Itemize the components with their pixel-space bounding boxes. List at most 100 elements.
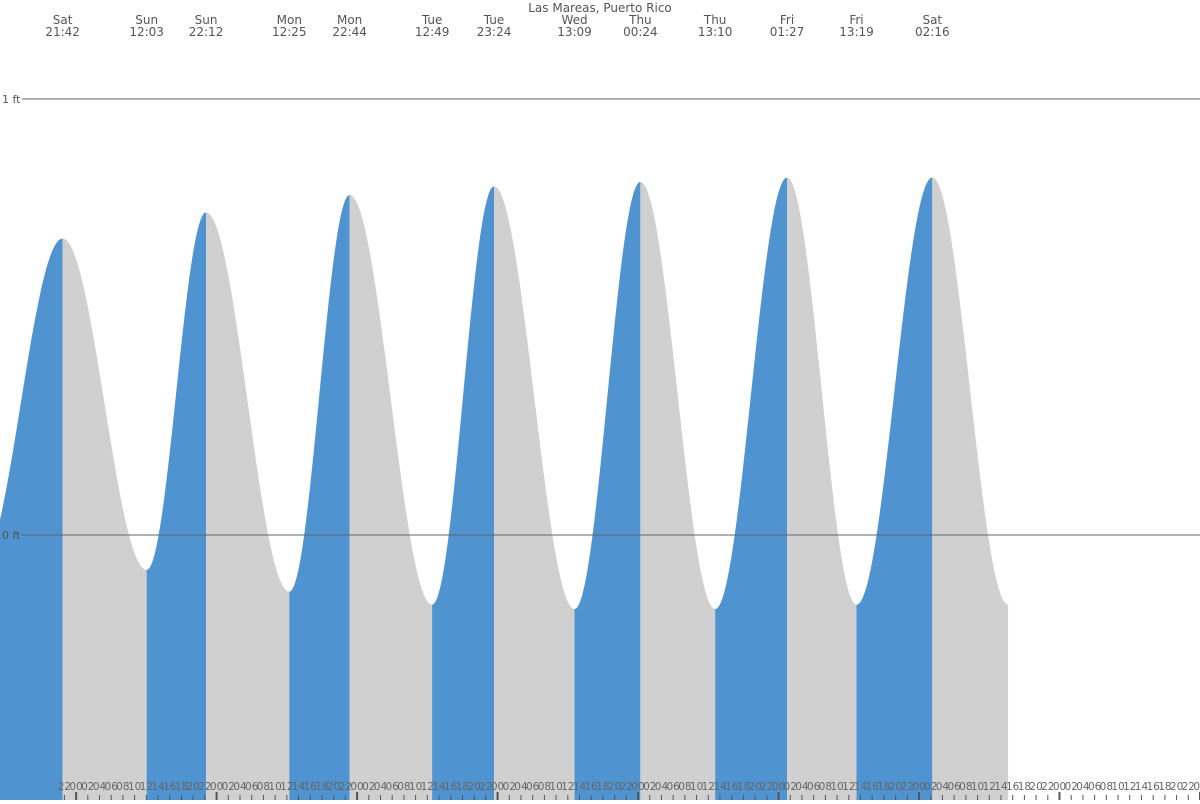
hour-tick-label: 14 — [854, 781, 868, 793]
chart-title: Las Mareas, Puerto Rico — [528, 1, 672, 15]
hour-tick-label: 14 — [1135, 781, 1149, 793]
extreme-day-label: Mon — [277, 13, 302, 27]
hour-tick-label: 20 — [748, 781, 761, 793]
hour-tick-label: 04 — [1076, 781, 1090, 793]
hour-tick-label: 00 — [631, 781, 644, 793]
hour-tick-label: 08 — [257, 781, 270, 793]
hour-tick-label: 22 — [1182, 781, 1195, 793]
hour-tick-label: 20 — [467, 781, 480, 793]
hour-tick-label: 02 — [784, 781, 797, 793]
extreme-day-label: Fri — [780, 13, 794, 27]
hour-tick-label: 00 — [772, 781, 785, 793]
hour-tick-label: 04 — [514, 781, 528, 793]
hour-tick-label: 08 — [397, 781, 410, 793]
hour-tick-label: 02 — [924, 781, 937, 793]
hour-tick-label: 02 — [222, 781, 235, 793]
rising-tide-segment — [146, 212, 207, 801]
hour-tick-label: 10 — [971, 781, 984, 793]
hour-tick-label: 10 — [690, 781, 703, 793]
hour-tick-label: 08 — [1100, 781, 1113, 793]
hour-tick-label: 20 — [608, 781, 621, 793]
rising-tide-segment — [432, 186, 495, 800]
level-label: 1 ft — [2, 93, 21, 106]
extreme-day-label: Sat — [53, 13, 73, 27]
hour-tick-label: 16 — [866, 781, 880, 793]
hour-tick-label: 18 — [737, 781, 750, 793]
extreme-day-label: Tue — [421, 13, 443, 27]
extreme-day-label: Sun — [195, 13, 218, 27]
hour-tick-label: 20 — [186, 781, 199, 793]
hour-tick-label: 10 — [128, 781, 141, 793]
hour-tick-label: 22 — [901, 781, 914, 793]
hour-tick-label: 04 — [233, 781, 247, 793]
falling-tide-segment — [787, 177, 857, 801]
hour-tick-label: 02 — [1065, 781, 1078, 793]
hour-tick-label: 20 — [889, 781, 902, 793]
extreme-time-label: 00:24 — [623, 25, 658, 39]
extreme-time-label: 12:25 — [272, 25, 307, 39]
extreme-day-label: Thu — [703, 13, 727, 27]
hour-tick-label: 06 — [947, 781, 961, 793]
hour-tick-label: 04 — [795, 781, 809, 793]
hour-tick-label: 00 — [350, 781, 363, 793]
label-layer: 1 ft0 ftSat21:42Sun12:03Sun22:12Mon12:25… — [2, 13, 950, 542]
hour-tick-label: 12 — [1123, 781, 1136, 793]
hour-tick-label: 22 — [760, 781, 773, 793]
extreme-time-label: 02:16 — [915, 25, 950, 39]
hour-tick-label: 18 — [175, 781, 188, 793]
falling-tide-segment — [62, 238, 147, 800]
rising-tide-segment — [856, 177, 933, 801]
hour-tick-label: 08 — [116, 781, 129, 793]
hour-tick-label: 08 — [819, 781, 832, 793]
tide-area-layer — [0, 177, 1009, 801]
hour-tick-label: 00 — [1053, 781, 1066, 793]
hour-tick-label: 16 — [444, 781, 458, 793]
hour-tick-label: 06 — [526, 781, 540, 793]
hour-axis: 2200020406081012141618202200020406081012… — [58, 781, 1200, 800]
hour-tick-label: 14 — [292, 781, 306, 793]
extreme-time-label: 23:24 — [477, 25, 512, 39]
extreme-time-label: 12:49 — [415, 25, 450, 39]
hour-tick-label: 00 — [69, 781, 82, 793]
hour-tick-label: 00 — [1193, 781, 1200, 793]
hour-tick-label: 06 — [245, 781, 259, 793]
hour-tick-label: 22 — [339, 781, 352, 793]
hour-tick-label: 06 — [807, 781, 821, 793]
hour-tick-label: 02 — [362, 781, 375, 793]
hour-tick-label: 20 — [327, 781, 340, 793]
rising-tide-segment — [289, 194, 350, 801]
hour-tick-label: 20 — [1029, 781, 1042, 793]
hour-tick-label: 04 — [655, 781, 669, 793]
hour-tick-label: 22 — [620, 781, 633, 793]
hour-tick-label: 20 — [1170, 781, 1183, 793]
hour-tick-label: 12 — [140, 781, 153, 793]
hour-tick-label: 08 — [538, 781, 551, 793]
hour-tick-label: 18 — [456, 781, 469, 793]
rising-tide-segment — [0, 238, 63, 800]
hour-tick-label: 14 — [151, 781, 165, 793]
hour-tick-label: 18 — [315, 781, 328, 793]
hour-tick-label: 04 — [936, 781, 950, 793]
hour-tick-label: 00 — [912, 781, 925, 793]
hour-tick-label: 16 — [304, 781, 318, 793]
hour-tick-label: 02 — [503, 781, 516, 793]
falling-tide-segment — [349, 194, 433, 801]
extreme-time-label: 22:44 — [332, 25, 367, 39]
hour-tick-label: 16 — [1006, 781, 1020, 793]
hour-tick-label: 10 — [830, 781, 843, 793]
hour-tick-label: 08 — [959, 781, 972, 793]
hour-tick-label: 10 — [549, 781, 562, 793]
hour-tick-label: 10 — [409, 781, 422, 793]
rising-tide-segment — [715, 177, 788, 801]
extreme-time-label: 13:10 — [698, 25, 733, 39]
level-label: 0 ft — [2, 529, 21, 542]
hour-tick-label: 02 — [643, 781, 656, 793]
extreme-day-label: Wed — [561, 13, 587, 27]
hour-tick-label: 16 — [725, 781, 739, 793]
hour-tick-label: 00 — [210, 781, 223, 793]
falling-tide-segment — [206, 212, 290, 801]
falling-tide-segment — [494, 186, 575, 800]
hour-tick-label: 18 — [1158, 781, 1171, 793]
